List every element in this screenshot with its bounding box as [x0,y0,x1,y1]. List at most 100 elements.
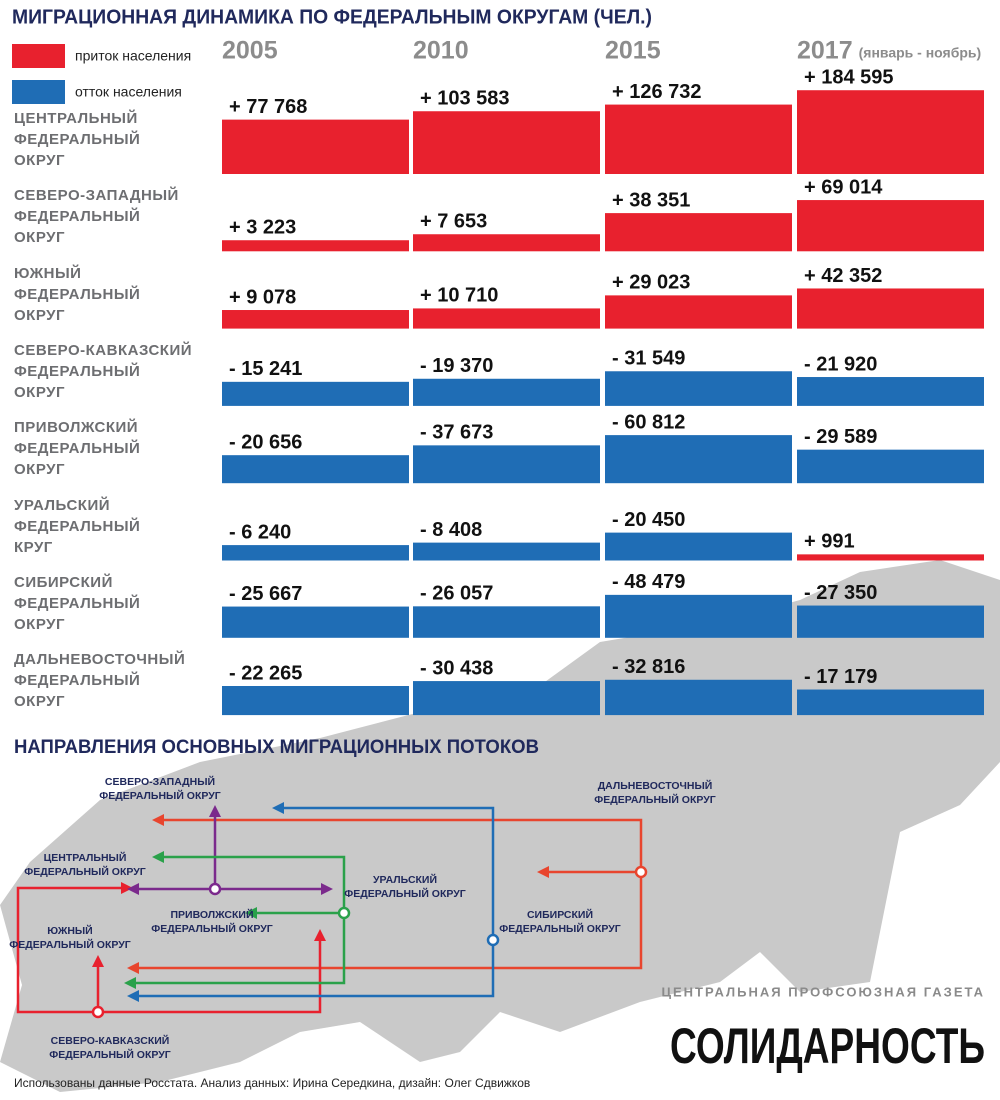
category-label: ЮЖНЫЙ ФЕДЕРАЛЬНЫЙ ОКРУГ [14,264,141,324]
region-label: СЕВЕРО-КАВКАЗСКИЙ [51,1034,170,1047]
bar [605,213,792,252]
value-label: + 991 [804,531,855,553]
bar [605,371,792,406]
value-label: - 25 667 [229,583,302,605]
publication-tagline: ЦЕНТРАЛЬНАЯ ПРОФСОЮЗНАЯ ГАЗЕТА [661,984,985,999]
value-label: - 20 450 [612,509,685,531]
bar [413,445,600,484]
bar [605,594,792,638]
year-label: 2010 [413,37,469,65]
value-label: + 38 351 [612,189,690,211]
bar [222,310,409,329]
value-label: + 126 732 [612,81,702,103]
value-label: - 30 438 [420,657,493,679]
value-label: - 8 408 [420,519,482,541]
bar [605,532,792,561]
value-label: + 69 014 [804,176,883,198]
bar [222,606,409,638]
region-label: ФЕДЕРАЛЬНЫЙ ОКРУГ [24,865,145,878]
bar [605,104,792,174]
bar [222,455,409,484]
region-label: ФЕДЕРАЛЬНЫЙ ОКРУГ [594,793,715,806]
value-label: - 32 816 [612,656,685,678]
value-label: + 184 595 [804,67,894,89]
region-label: ФЕДЕРАЛЬНЫЙ ОКРУГ [49,1048,170,1061]
value-label: - 31 549 [612,348,685,370]
bar [222,381,409,406]
map-title: НАПРАВЛЕНИЯ ОСНОВНЫХ МИГРАЦИОННЫХ ПОТОКО… [14,737,539,758]
region-label: ФЕДЕРАЛЬНЫЙ ОКРУГ [99,789,220,802]
year-label: 2017 [797,37,853,65]
bar [413,308,600,329]
value-label: - 17 179 [804,666,877,688]
bar [797,449,984,484]
value-label: - 27 350 [804,582,877,604]
bar [413,234,600,252]
value-label: - 6 240 [229,521,291,543]
bar [222,545,409,561]
publication-name: СОЛИДАРНОСТЬ [670,1018,985,1074]
value-label: - 37 673 [420,422,493,444]
bar [222,119,409,174]
bar [222,240,409,252]
flow-arrows [16,802,648,1019]
region-label: ФЕДЕРАЛЬНЫЙ ОКРУГ [9,938,130,951]
value-label: + 77 768 [229,96,307,118]
value-label: - 26 057 [420,583,493,605]
region-label: ФЕДЕРАЛЬНЫЙ ОКРУГ [344,887,465,900]
category-label: ПРИВОЛЖСКИЙ ФЕДЕРАЛЬНЫЙ ОКРУГ [14,419,141,479]
bar [605,435,792,484]
value-label: - 20 656 [229,431,302,453]
value-label: - 21 920 [804,353,877,375]
value-label: + 3 223 [229,217,296,239]
bar [222,686,409,716]
value-label: - 22 265 [229,662,302,684]
bar [413,542,600,561]
value-label: - 48 479 [612,571,685,593]
value-label: + 42 352 [804,265,882,287]
region-label: СИБИРСКИЙ [527,908,593,921]
value-label: - 29 589 [804,426,877,448]
period-note: (январь - ноябрь) [859,45,982,61]
value-label: + 103 583 [420,88,510,110]
value-label: + 29 023 [612,272,690,294]
bar [605,679,792,716]
legend-swatch [12,80,65,104]
year-label: 2005 [222,37,278,65]
region-label: УРАЛЬСКИЙ [373,873,437,886]
chart-title: МИГРАЦИОННАЯ ДИНАМИКА ПО ФЕДЕРАЛЬНЫМ ОКР… [12,6,652,28]
legend-label: приток населения [75,48,191,64]
legend-swatch [12,44,65,68]
bar [797,554,984,561]
bar [413,111,600,174]
category-label: СЕВЕРО-ЗАПАДНЫЙ ФЕДЕРАЛЬНЫЙ ОКРУГ [14,187,179,247]
bar [797,689,984,716]
legend-label: отток населения [75,84,182,100]
bar [413,606,600,638]
year-label: 2015 [605,37,661,65]
category-label: ДАЛЬНЕВОСТОЧНЫЙ ФЕДЕРАЛЬНЫЙ ОКРУГ [14,651,186,711]
value-label: + 9 078 [229,286,296,308]
bar [797,605,984,638]
category-label: СЕВЕРО-КАВКАЗСКИЙ ФЕДЕРАЛЬНЫЙ ОКРУГ [14,341,193,401]
region-label: ЮЖНЫЙ [47,924,92,937]
category-label: УРАЛЬСКИЙ ФЕДЕРАЛЬНЫЙ КРУГ [14,496,141,556]
category-label: ЦЕНТРАЛЬНЫЙ ФЕДЕРАЛЬНЫЙ ОКРУГ [14,110,141,169]
region-label: СЕВЕРО-ЗАПАДНЫЙ [105,775,215,788]
value-label: + 7 653 [420,211,487,233]
region-label: ДАЛЬНЕВОСТОЧНЫЙ [598,779,713,792]
bar [797,377,984,406]
bar [413,378,600,406]
value-label: - 60 812 [612,411,685,433]
bar [797,90,984,174]
region-label: ФЕДЕРАЛЬНЫЙ ОКРУГ [499,922,620,935]
bar [413,681,600,716]
region-label: ФЕДЕРАЛЬНЫЙ ОКРУГ [151,922,272,935]
region-label: ПРИВОЛЖСКИЙ [170,908,253,921]
bar [797,288,984,329]
value-label: - 19 370 [420,355,493,377]
value-label: - 15 241 [229,358,302,380]
region-label: ЦЕНТРАЛЬНЫЙ [44,851,127,864]
bar [605,295,792,329]
